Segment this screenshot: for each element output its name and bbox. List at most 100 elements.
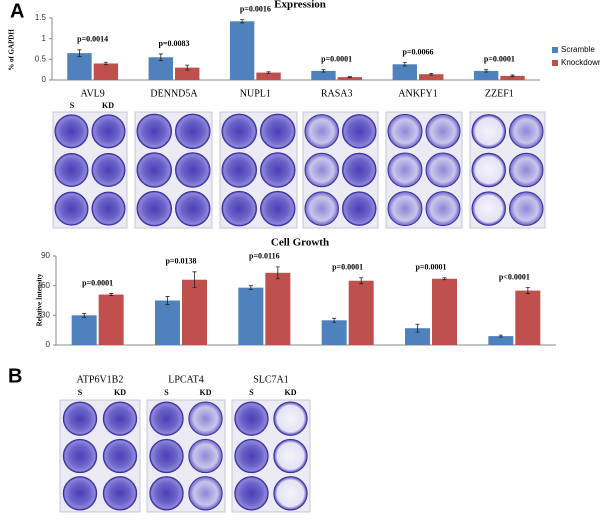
chart-title: Expression [274, 0, 326, 11]
well [221, 190, 257, 227]
well [149, 438, 184, 474]
error-bar [347, 76, 352, 78]
well [273, 476, 308, 511]
well [425, 152, 461, 188]
bar [405, 328, 430, 345]
gene-label: ATP6V1B2 [77, 374, 124, 385]
well [54, 191, 89, 226]
well [387, 191, 423, 227]
y-tick-label: 60 [41, 281, 50, 290]
well [102, 438, 138, 474]
p-value: p=0.0083 [158, 39, 189, 48]
error-bar [415, 323, 420, 333]
bar [238, 287, 264, 345]
error-bar [510, 74, 515, 78]
bar [229, 21, 255, 80]
x-tick-label: AVL9 [81, 88, 105, 99]
error-bar [77, 49, 82, 57]
p-value: p=0.0001 [321, 54, 352, 63]
error-bar [332, 317, 337, 323]
well [387, 152, 423, 188]
well [175, 113, 211, 150]
well [102, 401, 138, 436]
well [342, 152, 377, 188]
error-bar [484, 69, 489, 73]
well [188, 476, 223, 511]
well [221, 152, 257, 188]
p-value: p=0.0001 [82, 278, 113, 287]
bar [500, 75, 525, 80]
bar [67, 53, 92, 80]
well [136, 152, 172, 188]
bar [256, 72, 281, 80]
x-tick-label: NUPL1 [240, 88, 271, 99]
error-bar [442, 277, 447, 281]
y-axis-label: Relative Intensity [36, 273, 44, 326]
error-bar [240, 19, 245, 24]
column-label: S [249, 388, 254, 397]
bar [182, 279, 207, 345]
p-value: p=0.0066 [402, 47, 433, 56]
error-bar [498, 334, 503, 338]
error-bar [359, 277, 364, 285]
bar [321, 320, 347, 345]
well [342, 191, 377, 226]
gene-label: LPCAT4 [168, 374, 204, 385]
column-label: S [78, 388, 83, 397]
column-label: KD [102, 101, 114, 110]
legend-label: Knockdown [561, 58, 600, 67]
well [304, 191, 339, 226]
well [175, 190, 211, 227]
p-value: p<0.0001 [499, 272, 530, 281]
well [509, 114, 544, 149]
bar [98, 294, 124, 345]
panel-label: A [10, 0, 24, 22]
bar [473, 70, 499, 80]
bar [148, 57, 173, 80]
legend-swatch [552, 60, 558, 66]
legend-label: Scramble [561, 45, 595, 54]
error-bar [82, 312, 87, 318]
bar [432, 278, 457, 345]
error-bar [248, 285, 253, 291]
bar [348, 280, 374, 345]
error-bar [185, 64, 190, 71]
bar [515, 290, 541, 345]
bar [155, 300, 180, 345]
x-tick-label: ANKFY1 [398, 88, 437, 99]
well [273, 438, 308, 474]
error-bar [525, 287, 530, 294]
well [188, 401, 223, 436]
x-tick-label: ZZEF1 [485, 88, 514, 99]
bar [337, 77, 363, 80]
y-tick-label: 0 [46, 340, 51, 349]
x-tick-label: RASA3 [321, 88, 353, 99]
well [175, 152, 211, 188]
error-bar [109, 293, 114, 296]
well [234, 438, 269, 474]
well [54, 153, 89, 187]
well [91, 114, 126, 149]
bar [392, 64, 417, 80]
well [136, 113, 172, 150]
y-axis-label: % of GAPDH [8, 29, 16, 71]
well [234, 401, 269, 436]
well [304, 114, 339, 149]
well [188, 438, 223, 474]
well [425, 113, 461, 149]
y-tick-label: 1 [42, 34, 47, 43]
error-bar [158, 53, 163, 61]
well [471, 114, 506, 149]
column-label: S [70, 101, 75, 110]
bar [175, 67, 200, 80]
bar [93, 63, 119, 80]
well [342, 114, 377, 149]
legend-swatch [552, 47, 558, 53]
well [54, 114, 89, 149]
bar [488, 336, 514, 345]
x-tick-label: DENND5A [150, 88, 198, 99]
y-tick-label: 0 [42, 75, 47, 84]
well [62, 401, 98, 436]
error-bar [165, 296, 170, 305]
